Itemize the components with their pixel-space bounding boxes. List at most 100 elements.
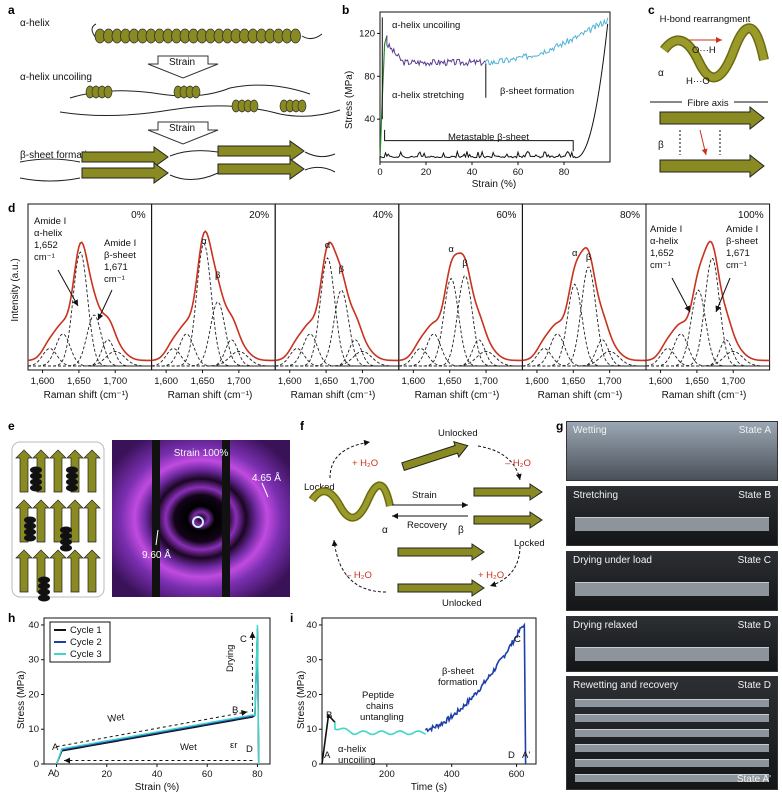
g-ruler <box>575 517 769 531</box>
d-panel-frame <box>645 203 771 371</box>
i-xtick-label: 400 <box>444 769 460 780</box>
c-beta-label: β <box>658 140 664 151</box>
f-alpha-ribbon-inner <box>309 483 393 520</box>
h-xtick-label: 40 <box>152 769 163 780</box>
e-helix <box>60 532 72 540</box>
panel-label-c: c <box>648 3 655 17</box>
f-minus-h2o-2: – H₂O <box>346 570 372 581</box>
i-ann-alpha-1: α-helix <box>338 744 366 755</box>
i-curve-blue <box>424 622 527 765</box>
e-strand <box>66 549 84 593</box>
d-arrow-alpha <box>57 269 79 307</box>
i-ylabel: Stress (MPa) <box>296 671 307 729</box>
f-cycle-arrow-2 <box>477 445 522 481</box>
d-xtick-label: 1,650 <box>67 376 91 387</box>
d-component <box>398 348 523 367</box>
beta-sheet-arrows <box>19 140 336 184</box>
panel-c: c H-bond rearrangment α O···H H···O Fibr… <box>648 3 769 179</box>
d-component <box>151 301 276 367</box>
e-beamstop-1 <box>152 440 160 597</box>
d-spectrum <box>151 230 276 362</box>
d-right-ann-alpha: Amide I <box>650 224 682 235</box>
i-ytick-label: 20 <box>306 689 317 700</box>
f-beta-strand-r1 <box>473 483 543 501</box>
d-percent: 20% <box>249 210 269 221</box>
g-ruler <box>575 582 769 596</box>
d-beta-sym: β <box>586 252 592 263</box>
d-beta-sym: β <box>462 258 468 269</box>
b-xtick-label: 40 <box>467 167 478 178</box>
d-xtick-label: 1,700 <box>351 376 375 387</box>
h-xtick-label: 20 <box>101 769 112 780</box>
helix-tail-right <box>301 33 323 40</box>
d-component <box>275 290 399 367</box>
d-xlabel-2: Raman shift (cm⁻¹) <box>168 390 253 401</box>
h-xtick-label: 60 <box>202 769 213 780</box>
d-beta-sym: β <box>339 264 345 275</box>
f-cycle-arrow-3 <box>489 545 521 587</box>
d-panel-frame <box>151 203 276 371</box>
i-curve-teal <box>334 722 427 736</box>
panel-label-f: f <box>300 419 305 433</box>
d-xtick-label: 1,600 <box>401 376 425 387</box>
e-helix <box>38 582 50 590</box>
g-photo-caption: Drying under load <box>573 555 652 566</box>
d-right-ann-beta: β-sheet <box>726 236 758 247</box>
d-xtick-label: 1,600 <box>31 376 55 387</box>
b-ylabel: Stress (MPa) <box>344 71 355 129</box>
h-cycle-curve <box>55 624 260 765</box>
e-strand <box>49 449 67 493</box>
e-helix <box>30 472 42 480</box>
c-ho-1: H···O <box>686 76 710 87</box>
d-spectrum <box>27 241 152 362</box>
d-right-ann-beta: Amide I <box>726 224 758 235</box>
d-arrow-alpha-r <box>671 277 691 313</box>
f-recovery: Recovery <box>407 520 447 531</box>
g-ruler <box>575 759 769 767</box>
e-helix <box>60 526 72 534</box>
g-ruler <box>575 744 769 752</box>
b-curves <box>379 17 609 160</box>
h-xtick-label: 80 <box>252 769 263 780</box>
e-d2: 9.60 Å <box>142 548 171 561</box>
d-component <box>275 350 399 367</box>
f-unlocked-top: Unlocked <box>438 428 478 439</box>
panel-label-b: b <box>342 3 349 17</box>
f-alpha-sym: α <box>382 525 388 536</box>
d-component <box>275 348 399 367</box>
b-ticks: 40 80 120 0 20 40 60 80 <box>359 28 569 178</box>
d-xtick-label: 1,700 <box>227 376 251 387</box>
e-helix <box>24 528 36 536</box>
g-photo-state: State C <box>737 555 771 566</box>
i-curve-black <box>321 713 336 765</box>
h-ytick-label: 10 <box>28 724 39 735</box>
f-beta-sym: β <box>458 525 464 536</box>
h-wet-top: Wet <box>107 712 125 725</box>
d-xlabel-3: Raman shift (cm⁻¹) <box>291 390 376 401</box>
d-percent: 100% <box>738 210 764 221</box>
g-ruler <box>575 774 769 782</box>
panel-label-a: a <box>8 3 15 17</box>
uncoil-helix-turn <box>297 99 307 113</box>
uncoil-chain-2 <box>59 105 341 117</box>
panel-e: e Strain 100% 4.65 Å 9.60 Å <box>8 419 290 602</box>
b-ann-uncoiling: α-helix uncoiling <box>392 20 460 31</box>
d-xlabel-4: Raman shift (cm⁻¹) <box>415 390 500 401</box>
b-curve-metastable <box>379 23 609 160</box>
panel-h: h Stress (MPa) 0 10 20 30 40 0 20 40 60 80 Strain… <box>8 611 271 793</box>
e-strand <box>15 449 33 493</box>
d-left-ann-beta: Amide I <box>104 238 136 249</box>
h-cycle-curve <box>55 631 260 765</box>
d-component <box>398 275 523 367</box>
d-component <box>151 350 276 367</box>
g-photo-caption: Drying relaxed <box>573 620 638 631</box>
g-ruler <box>575 647 769 661</box>
h-pt-C: C <box>240 634 247 645</box>
d-xtick-label: 1,650 <box>438 376 462 387</box>
e-arrow-1 <box>261 482 269 498</box>
b-axes <box>379 11 611 163</box>
f-locked-right: Locked <box>514 538 545 549</box>
g-photo-caption: Wetting <box>573 425 607 436</box>
